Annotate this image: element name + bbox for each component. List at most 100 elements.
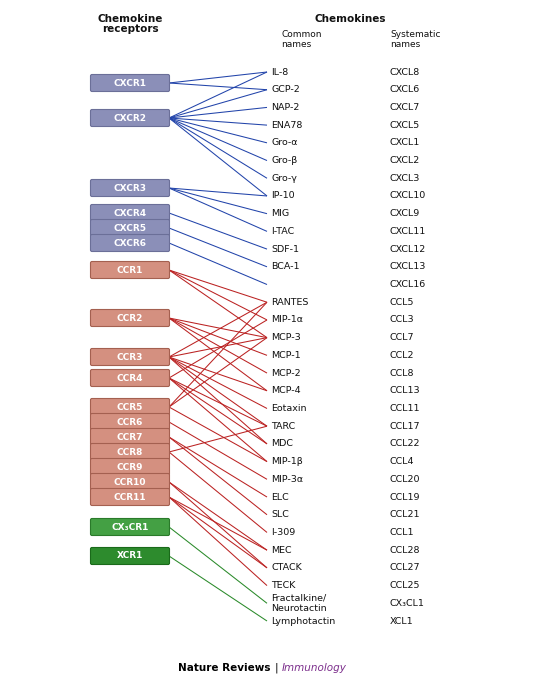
Text: SDF-1: SDF-1 <box>271 245 299 253</box>
Text: MIG: MIG <box>271 209 289 219</box>
Text: Common: Common <box>281 30 321 39</box>
Text: CXCL7: CXCL7 <box>390 103 420 112</box>
FancyBboxPatch shape <box>91 547 169 564</box>
Text: Nature Reviews: Nature Reviews <box>178 663 270 673</box>
Text: CCL11: CCL11 <box>390 404 420 413</box>
Text: CXCL6: CXCL6 <box>390 85 420 95</box>
FancyBboxPatch shape <box>91 349 169 366</box>
Text: CCR4: CCR4 <box>117 373 143 382</box>
Text: CCR1: CCR1 <box>117 266 143 275</box>
Text: IL-8: IL-8 <box>271 68 288 77</box>
FancyBboxPatch shape <box>91 488 169 506</box>
Text: Gro-γ: Gro-γ <box>271 174 297 183</box>
Text: CCL2: CCL2 <box>390 351 414 360</box>
Text: CXCL9: CXCL9 <box>390 209 420 219</box>
FancyBboxPatch shape <box>91 262 169 279</box>
Text: CCR5: CCR5 <box>117 403 143 412</box>
Text: CCR6: CCR6 <box>117 417 143 427</box>
Text: MCP-2: MCP-2 <box>271 369 301 377</box>
Text: CXCL5: CXCL5 <box>390 121 420 129</box>
Text: Immunology: Immunology <box>282 663 347 673</box>
Text: Chemokine: Chemokine <box>97 14 163 24</box>
FancyBboxPatch shape <box>91 110 169 127</box>
Text: CCL20: CCL20 <box>390 475 420 484</box>
Text: NAP-2: NAP-2 <box>271 103 299 112</box>
Text: CCL28: CCL28 <box>390 546 420 555</box>
Text: Eotaxin: Eotaxin <box>271 404 306 413</box>
Text: TECK: TECK <box>271 581 295 590</box>
Text: CXCR1: CXCR1 <box>113 79 147 88</box>
Text: CXCR2: CXCR2 <box>113 114 147 123</box>
Text: CXCL1: CXCL1 <box>390 138 420 147</box>
Text: CTACK: CTACK <box>271 563 302 573</box>
Text: CXCL2: CXCL2 <box>390 156 420 165</box>
Text: MIP-3α: MIP-3α <box>271 475 303 484</box>
Text: CCL17: CCL17 <box>390 422 420 431</box>
Text: ENA78: ENA78 <box>271 121 302 129</box>
Text: XCL1: XCL1 <box>390 616 414 625</box>
Text: CX₃CR1: CX₃CR1 <box>111 523 149 532</box>
Text: receptors: receptors <box>102 24 159 34</box>
Text: Fractalkine/
Neurotactin: Fractalkine/ Neurotactin <box>271 593 327 613</box>
FancyBboxPatch shape <box>91 369 169 386</box>
Text: MCP-1: MCP-1 <box>271 351 301 360</box>
Text: CXCL10: CXCL10 <box>390 192 426 201</box>
Text: CXCL12: CXCL12 <box>390 245 426 253</box>
Text: CCR2: CCR2 <box>117 314 143 323</box>
Text: CCL25: CCL25 <box>390 581 420 590</box>
Text: Gro-β: Gro-β <box>271 156 297 165</box>
Text: CXCR4: CXCR4 <box>113 208 147 218</box>
FancyBboxPatch shape <box>91 473 169 490</box>
Text: CXCL11: CXCL11 <box>390 227 426 236</box>
FancyBboxPatch shape <box>91 429 169 445</box>
Text: CCR11: CCR11 <box>113 493 146 501</box>
Text: MIP-1β: MIP-1β <box>271 457 303 466</box>
Text: CX₃CL1: CX₃CL1 <box>390 599 425 608</box>
Text: CXCL8: CXCL8 <box>390 68 420 77</box>
Text: CCR8: CCR8 <box>117 447 143 456</box>
Text: Chemokines: Chemokines <box>315 14 386 24</box>
Text: CXCR5: CXCR5 <box>113 223 147 232</box>
FancyBboxPatch shape <box>91 458 169 475</box>
Text: CCR10: CCR10 <box>113 477 146 486</box>
FancyBboxPatch shape <box>91 443 169 460</box>
FancyBboxPatch shape <box>91 75 169 92</box>
Text: CXCR3: CXCR3 <box>113 184 147 192</box>
Text: CCL13: CCL13 <box>390 386 421 395</box>
Text: MEC: MEC <box>271 546 292 555</box>
Text: CCR9: CCR9 <box>117 462 143 471</box>
Text: GCP-2: GCP-2 <box>271 85 300 95</box>
Text: CCL22: CCL22 <box>390 439 420 449</box>
Text: MCP-3: MCP-3 <box>271 333 301 342</box>
Text: ELC: ELC <box>271 493 289 501</box>
FancyBboxPatch shape <box>91 205 169 221</box>
Text: SLC: SLC <box>271 510 289 519</box>
Text: CXCL16: CXCL16 <box>390 280 426 289</box>
Text: CCL5: CCL5 <box>390 298 414 307</box>
Text: I-309: I-309 <box>271 528 295 537</box>
FancyBboxPatch shape <box>91 179 169 197</box>
Text: CCR7: CCR7 <box>117 432 143 442</box>
Text: CXCL13: CXCL13 <box>390 262 426 271</box>
Text: Systematic: Systematic <box>390 30 440 39</box>
FancyBboxPatch shape <box>91 519 169 536</box>
Text: CXCR6: CXCR6 <box>113 238 147 247</box>
Text: CCL27: CCL27 <box>390 563 420 573</box>
Text: Gro-α: Gro-α <box>271 138 298 147</box>
Text: CCL21: CCL21 <box>390 510 420 519</box>
Text: CXCL3: CXCL3 <box>390 174 420 183</box>
Text: CCL1: CCL1 <box>390 528 414 537</box>
Text: MIP-1α: MIP-1α <box>271 315 303 325</box>
FancyBboxPatch shape <box>91 234 169 251</box>
Text: MDC: MDC <box>271 439 293 449</box>
FancyBboxPatch shape <box>91 399 169 416</box>
Text: CCL19: CCL19 <box>390 493 420 501</box>
Text: CCL3: CCL3 <box>390 315 415 325</box>
Text: MCP-4: MCP-4 <box>271 386 301 395</box>
FancyBboxPatch shape <box>91 414 169 430</box>
FancyBboxPatch shape <box>91 310 169 327</box>
Text: BCA-1: BCA-1 <box>271 262 300 271</box>
Text: Lymphotactin: Lymphotactin <box>271 616 335 625</box>
Text: IP-10: IP-10 <box>271 192 295 201</box>
Text: RANTES: RANTES <box>271 298 308 307</box>
